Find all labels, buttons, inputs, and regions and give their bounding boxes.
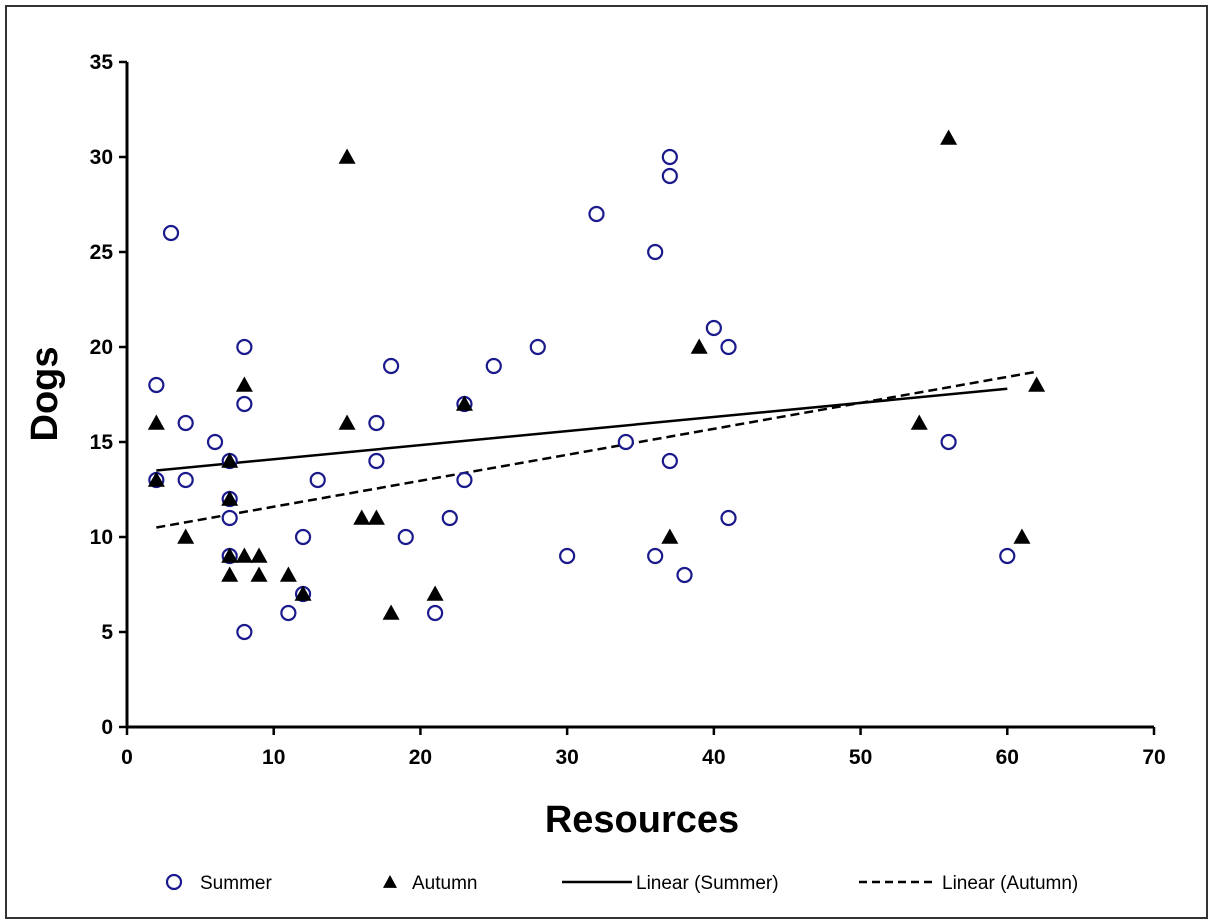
legend-label: Summer — [200, 873, 272, 894]
y-tick-label: 25 — [90, 241, 114, 264]
trendline-autumn — [156, 370, 1037, 529]
summer-point — [162, 224, 180, 242]
summer-point — [647, 243, 664, 261]
autumn-point — [250, 547, 268, 563]
autumn-point — [353, 509, 371, 525]
legend-label: Linear (Summer) — [636, 873, 779, 894]
summer-point — [280, 604, 297, 622]
summer-point — [148, 376, 165, 394]
summer-point — [427, 604, 444, 622]
y-tick-label: 10 — [90, 526, 113, 549]
autumn-point — [1028, 376, 1046, 392]
summer-point — [588, 205, 605, 223]
autumn-point — [235, 376, 253, 392]
summer-point — [309, 471, 326, 489]
autumn-point — [940, 129, 958, 145]
y-tick-label: 30 — [90, 146, 113, 169]
autumn-point — [147, 471, 165, 487]
summer-point — [221, 509, 238, 527]
summer-point — [559, 547, 576, 565]
summer-point — [661, 167, 678, 185]
autumn-point — [294, 585, 312, 601]
y-tick-label: 35 — [90, 51, 114, 74]
y-tick-label: 0 — [101, 716, 113, 739]
summer-point — [294, 528, 312, 546]
autumn-point — [250, 566, 268, 582]
summer-point — [441, 509, 458, 527]
summer-point — [720, 509, 737, 527]
autumn-point — [426, 585, 444, 601]
x-tick-label: 20 — [409, 746, 432, 769]
summer-point — [999, 547, 1016, 565]
x-axis-title: Resources — [545, 799, 739, 841]
summer-point — [456, 471, 473, 489]
y-tick-label: 20 — [90, 336, 113, 359]
summer-point — [368, 452, 385, 470]
autumn-point — [910, 414, 928, 430]
x-tick-label: 50 — [849, 746, 872, 769]
summer-point — [206, 433, 224, 451]
summer-point — [676, 566, 693, 584]
summer-point — [177, 471, 194, 489]
autumn-point — [690, 338, 708, 354]
summer-point — [177, 414, 194, 432]
summer-point — [529, 338, 546, 356]
x-tick-label: 60 — [996, 746, 1019, 769]
chart-frame — [5, 5, 1208, 919]
autumn-point — [235, 547, 253, 563]
summer-point — [236, 395, 253, 413]
summer-point — [720, 338, 737, 356]
x-tick-label: 70 — [1142, 746, 1165, 769]
y-tick-label: 15 — [90, 431, 114, 454]
summer-point — [485, 357, 502, 375]
axes: 0 5 10 15 20 25 30 35 0 10 20 30 40 50 60 70 — [90, 51, 1166, 769]
autumn-point — [338, 414, 356, 430]
summer-point — [661, 148, 678, 166]
autumn-point — [338, 148, 356, 164]
x-tick-label: 40 — [702, 746, 725, 769]
summer-point — [940, 433, 957, 451]
summer-point — [368, 414, 385, 432]
autumn-point — [661, 528, 679, 544]
trendline-summer — [156, 387, 1008, 472]
autumn-point — [177, 528, 195, 544]
autumn-point — [367, 509, 385, 525]
autumn-point — [1013, 528, 1031, 544]
summer-point — [397, 528, 414, 546]
summer-point — [647, 547, 664, 565]
trendlines — [156, 370, 1037, 529]
data-marks — [147, 129, 1046, 641]
y-axis-title: Dogs — [24, 347, 66, 442]
x-tick-label: 10 — [262, 746, 285, 769]
x-tick-label: 30 — [555, 746, 578, 769]
legend-label: Linear (Autumn) — [942, 873, 1078, 894]
autumn-point — [221, 547, 239, 563]
autumn-point — [455, 395, 473, 411]
summer-point — [382, 357, 400, 375]
legend-summer-symbol — [165, 873, 183, 891]
x-tick-label: 0 — [121, 746, 133, 769]
autumn-point — [147, 414, 165, 430]
autumn-point — [221, 566, 239, 582]
legend-label: Autumn — [412, 873, 477, 894]
autumn-point — [221, 490, 239, 506]
autumn-point — [279, 566, 297, 582]
autumn-point — [221, 452, 239, 468]
y-tick-label: 5 — [101, 621, 113, 644]
summer-point — [617, 433, 634, 451]
summer-point — [705, 319, 722, 337]
summer-point — [661, 452, 678, 470]
legend-autumn-symbol — [383, 875, 397, 888]
summer-point — [236, 338, 253, 356]
legend: Summer Autumn Linear (Summer) Linear (Autum… — [165, 873, 1078, 894]
summer-point — [236, 623, 253, 641]
autumn-point — [382, 604, 400, 620]
